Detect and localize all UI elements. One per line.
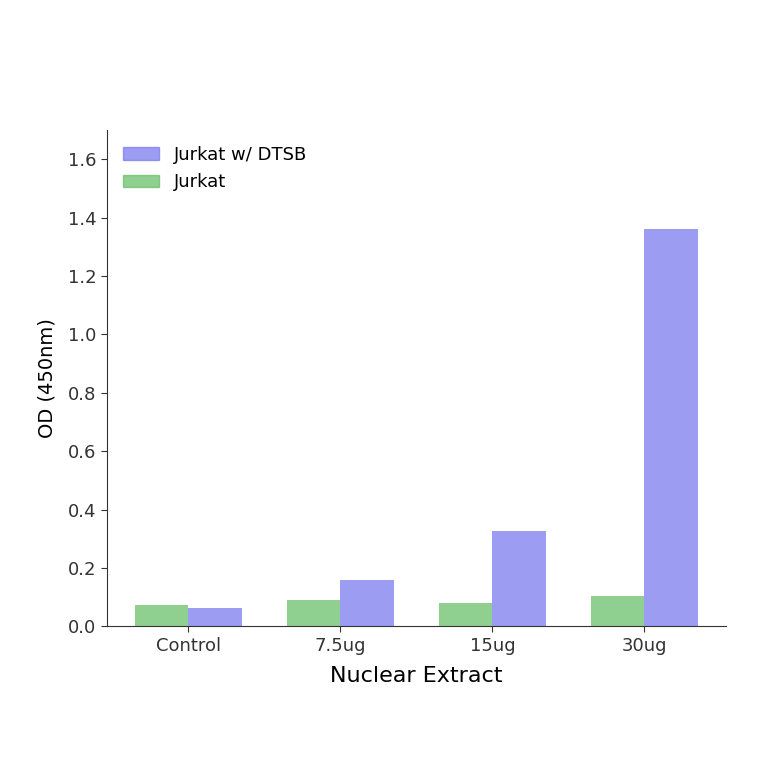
Bar [645,229,698,626]
Legend: Jurkat w/ DTSB, Jurkat: Jurkat w/ DTSB, Jurkat [116,139,314,199]
Bar [591,596,645,626]
Bar [188,608,241,626]
Bar [439,603,493,626]
X-axis label: Nuclear Extract: Nuclear Extract [330,666,503,686]
Bar [135,605,188,626]
Bar [493,531,545,626]
Y-axis label: OD (450nm): OD (450nm) [37,319,57,438]
Bar [340,581,393,626]
Bar [287,600,340,626]
